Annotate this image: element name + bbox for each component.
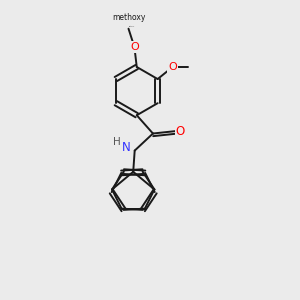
Text: methoxy: methoxy <box>112 13 145 22</box>
Text: H: H <box>113 137 121 147</box>
Text: O: O <box>130 42 139 52</box>
Text: N: N <box>122 141 131 154</box>
Text: methoxy: methoxy <box>128 26 135 27</box>
Text: O: O <box>130 42 139 52</box>
Text: O: O <box>169 62 177 72</box>
Text: O: O <box>176 125 185 138</box>
